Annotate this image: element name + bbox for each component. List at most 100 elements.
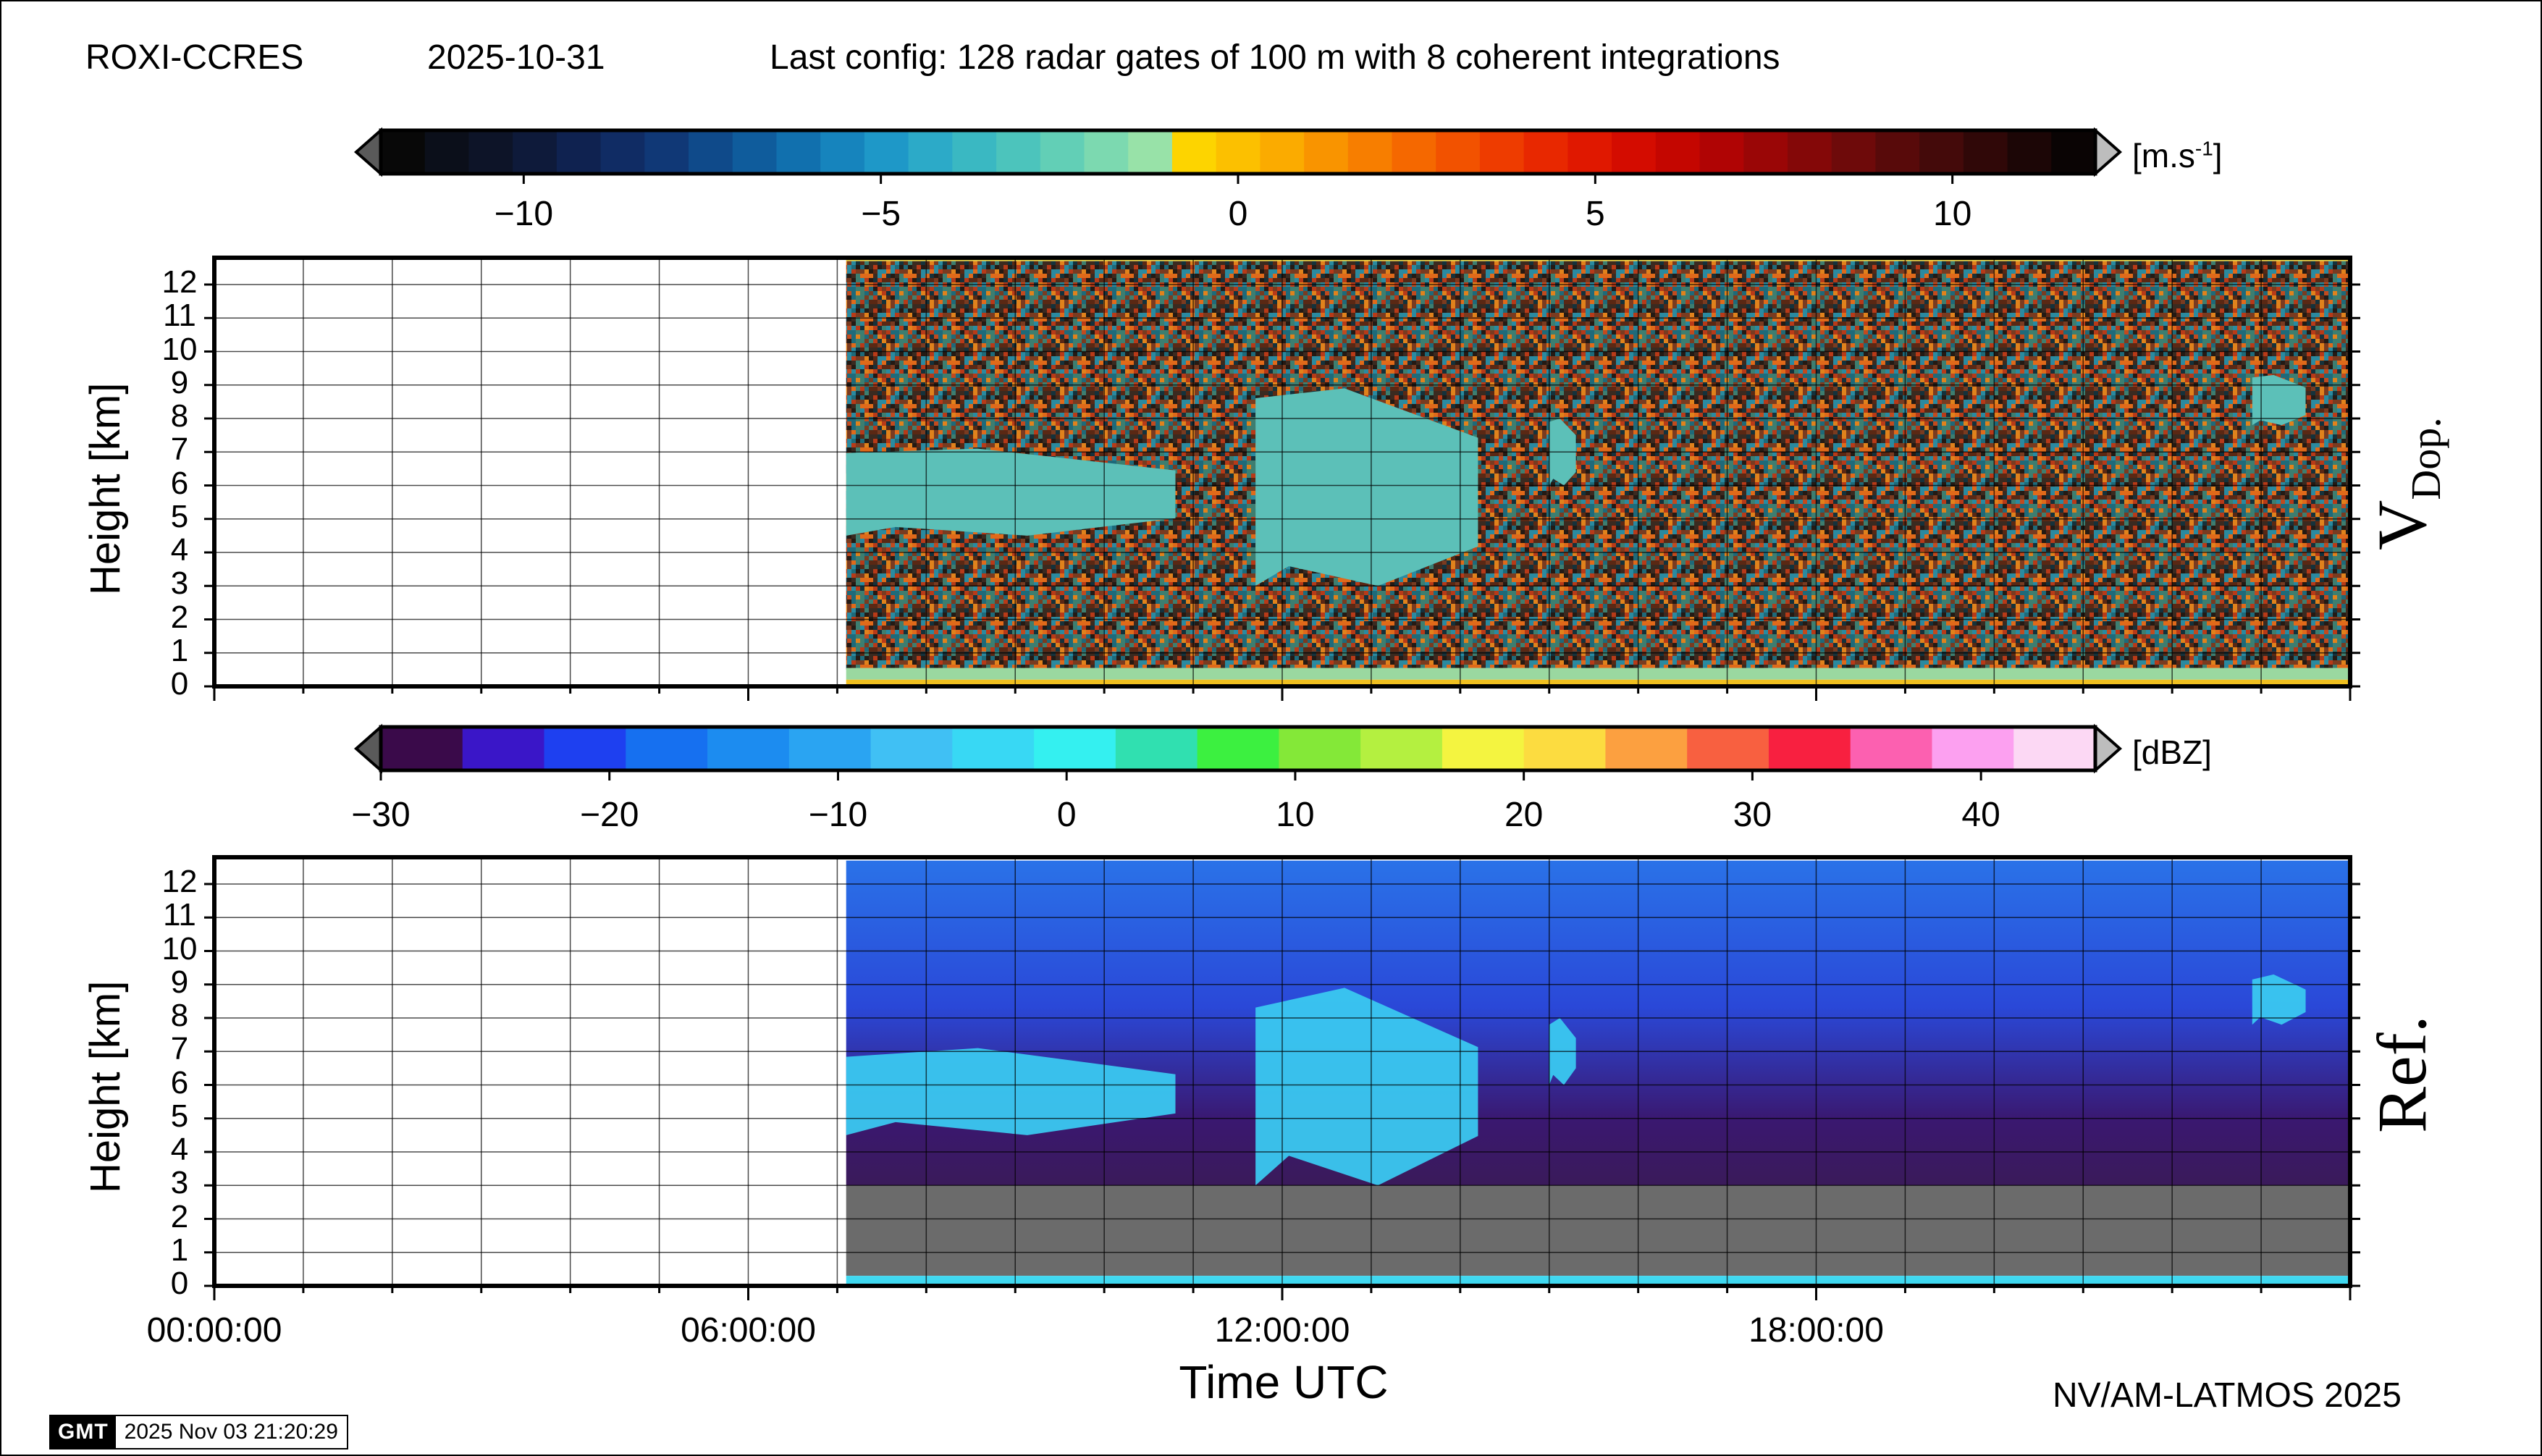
velocity-colorbar-cell <box>2051 130 2096 174</box>
reflectivity-ground-band <box>846 1276 2350 1286</box>
y-tick-label: 12 <box>161 864 198 899</box>
reflectivity-colorbar-cell <box>788 727 872 770</box>
velocity-colorbar-cell <box>1612 130 1657 174</box>
reflectivity-colorbar-cell <box>1687 727 1769 770</box>
credit-label: NV/AM-LATMOS 2025 <box>2053 1376 2402 1415</box>
reflectivity-colorbar-tick-label: 40 <box>1961 796 2000 834</box>
velocity-colorbar-high-arrow <box>2094 127 2123 177</box>
velocity-colorbar-cell <box>1040 130 1085 174</box>
y-tick-label: 3 <box>170 565 189 602</box>
velocity-colorbar-cell <box>381 130 426 174</box>
reflectivity-colorbar-cell <box>462 727 545 770</box>
reflectivity-colorbar-cell <box>626 727 708 770</box>
y-tick-label: 4 <box>170 1132 189 1167</box>
reflectivity-y-axis-label: Height [km] <box>82 980 129 1193</box>
reflectivity-colorbar-tick-label: 0 <box>1056 796 1077 834</box>
y-tick-label: 10 <box>161 331 198 367</box>
reflectivity-colorbar-tick-label: −10 <box>808 796 868 834</box>
velocity-colorbar-tick-label: −5 <box>861 195 901 233</box>
velocity-plot-area <box>204 256 2360 701</box>
reflectivity-colorbar-frame <box>379 725 2097 773</box>
y-tick-label: 5 <box>170 498 189 534</box>
y-tick-label: 4 <box>170 532 189 568</box>
reflectivity-colorbar-cell <box>1034 727 1116 770</box>
velocity-colorbar-cell <box>644 130 689 174</box>
y-tick-label: 10 <box>161 930 198 967</box>
velocity-colorbar-tick-label: −10 <box>494 195 554 233</box>
velocity-unit: [m.s-1] <box>2132 137 2223 174</box>
reflectivity-colorbar-cell <box>1279 727 1361 770</box>
velocity-colorbar-cell <box>1436 130 1481 174</box>
y-tick-label: 7 <box>170 1031 189 1067</box>
velocity-colorbar-tick-label: 5 <box>1585 195 1605 233</box>
velocity-colorbar-cell <box>1171 130 1217 174</box>
y-tick-label: 0 <box>170 666 189 702</box>
y-tick-label: 2 <box>170 599 189 635</box>
station-name: ROXI-CCRES <box>85 38 304 77</box>
reflectivity-colorbar-cell <box>1768 727 1851 770</box>
velocity-colorbar-cell <box>468 130 513 174</box>
reflectivity-colorbar-tick-label: 30 <box>1733 796 1772 834</box>
velocity-colorbar-cell <box>1655 130 1701 174</box>
x-tick-label: 12:00:00 <box>1214 1311 1350 1350</box>
reflectivity-colorbar-cell <box>707 727 790 770</box>
y-tick-label: 1 <box>170 1232 189 1268</box>
velocity-colorbar-cell <box>1919 130 1964 174</box>
reflectivity-colorbar-cell <box>544 727 626 770</box>
reflectivity-colorbar-tick-label: −30 <box>351 796 411 834</box>
gmt-logo: GMT <box>51 1416 116 1448</box>
velocity-colorbar-cell <box>1831 130 1877 174</box>
velocity-colorbar-cell <box>1260 130 1305 174</box>
velocity-colorbar-tick-label: 0 <box>1228 195 1248 233</box>
velocity-colorbar-cell <box>513 130 557 174</box>
reflectivity-panel-label: Ref. <box>2363 1015 2441 1133</box>
velocity-colorbar-cell <box>1875 130 1920 174</box>
reflectivity-cloud-region <box>2252 974 2306 1025</box>
velocity-colorbar-cell <box>1304 130 1349 174</box>
y-tick-label: 1 <box>170 632 189 668</box>
y-tick-label: 8 <box>170 398 189 434</box>
y-tick-label: 11 <box>163 897 196 933</box>
velocity-colorbar-cell <box>908 130 953 174</box>
x-tick-label: 00:00:00 <box>146 1311 282 1350</box>
reflectivity-colorbar-cell <box>1932 727 2014 770</box>
config-label: Last config: 128 radar gates of 100 m wi… <box>770 38 1780 77</box>
reflectivity-no-signal-area <box>846 1185 2350 1276</box>
velocity-surface-band <box>846 668 2350 680</box>
velocity-colorbar-cell <box>1523 130 1568 174</box>
reflectivity-colorbar-high-arrow <box>2094 723 2123 774</box>
y-tick-label: 12 <box>161 264 198 300</box>
velocity-panel-label: VDop. <box>2363 417 2450 550</box>
reflectivity-colorbar-cell <box>1360 727 1443 770</box>
y-tick-label: 9 <box>170 964 189 1000</box>
velocity-y-axis-label: Height [km] <box>82 382 129 595</box>
velocity-colorbar-cell <box>952 130 997 174</box>
reflectivity-noise-field <box>846 860 2350 1186</box>
velocity-colorbar-cell <box>2007 130 2052 174</box>
velocity-colorbar-cell <box>776 130 821 174</box>
velocity-colorbar-cell <box>424 130 470 174</box>
y-tick-label: 9 <box>170 364 189 400</box>
velocity-colorbar-cell <box>1567 130 1612 174</box>
velocity-colorbar-cell <box>732 130 778 174</box>
velocity-colorbar-cell <box>600 130 645 174</box>
y-tick-label: 6 <box>170 465 189 501</box>
gmt-timestamp: GMT 2025 Nov 03 21:20:29 <box>49 1415 348 1449</box>
reflectivity-colorbar-cell <box>1850 727 1933 770</box>
stamp-time: 2025 Nov 03 21:20:29 <box>124 1420 338 1444</box>
velocity-colorbar-cell <box>1128 130 1173 174</box>
date-label: 2025-10-31 <box>427 38 605 77</box>
reflectivity-colorbar-tick-label: 20 <box>1504 796 1544 834</box>
velocity-colorbar-cell <box>556 130 602 174</box>
y-tick-label: 3 <box>170 1165 189 1201</box>
velocity-colorbar-cell <box>689 130 733 174</box>
reflectivity-colorbar-cell <box>952 727 1035 770</box>
reflectivity-colorbar-cell <box>381 727 463 770</box>
velocity-colorbar-cell <box>1787 130 1832 174</box>
velocity-colorbar-cell <box>1084 130 1129 174</box>
velocity-colorbar-tick-label: 10 <box>1932 195 1972 233</box>
reflectivity-colorbar-low-arrow <box>353 723 382 774</box>
velocity-ground-band <box>846 679 2350 686</box>
